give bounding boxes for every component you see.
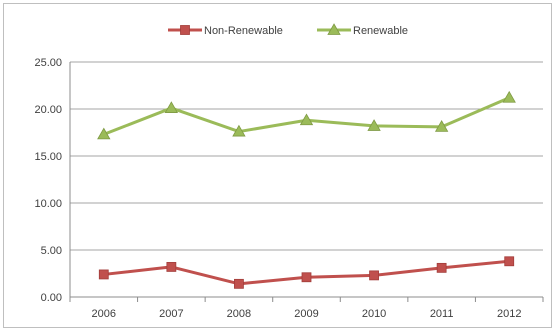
data-point-marker: [367, 119, 381, 131]
x-tick-label: 2011: [430, 308, 454, 320]
x-tick-label: 2007: [159, 308, 183, 320]
y-tick-label: 15.00: [34, 151, 62, 163]
data-point-marker: [504, 256, 515, 267]
axes: [69, 62, 544, 302]
data-point-marker: [232, 124, 246, 137]
y-tick-label: 5.00: [41, 245, 62, 257]
series-layer: [97, 90, 516, 289]
legend-item: Non-Renewable: [168, 25, 283, 37]
data-point-marker: [434, 120, 449, 132]
chart-frame: [3, 3, 552, 328]
data-point-marker: [180, 25, 190, 35]
series-non-renewable: [98, 256, 515, 289]
data-point-marker: [98, 269, 109, 280]
series-renewable: [97, 90, 516, 140]
y-tick-label: 10.00: [34, 198, 62, 210]
x-tick-label: 2009: [294, 308, 318, 320]
gridlines: [70, 61, 543, 251]
data-point-marker: [97, 127, 111, 140]
data-point-marker: [369, 270, 379, 281]
x-tick-label: 2012: [497, 308, 521, 320]
y-tick-label: 25.00: [34, 57, 62, 69]
x-axis-ticks: 2006 2007 2008 2009 2010 2011 2012: [92, 308, 522, 320]
data-point-marker: [164, 101, 179, 113]
x-tick-label: 2008: [227, 308, 251, 320]
data-point-marker: [166, 262, 177, 272]
legend-label: Non-Renewable: [204, 25, 283, 37]
data-point-marker: [299, 113, 314, 126]
x-tick-label: 2010: [362, 308, 386, 320]
data-point-marker: [234, 278, 244, 289]
data-point-marker: [301, 272, 312, 283]
data-point-marker: [436, 262, 447, 273]
legend-label: Renewable: [353, 25, 408, 37]
y-axis-ticks: 0.00 5.00 10.00 15.00 20.00 25.00: [34, 57, 62, 304]
legend: Non-Renewable Renewable: [168, 23, 408, 37]
data-point-marker: [502, 90, 516, 103]
y-tick-label: 20.00: [34, 104, 62, 116]
data-point-marker: [327, 23, 341, 35]
legend-item: Renewable: [317, 23, 408, 37]
x-tick-label: 2006: [92, 308, 116, 320]
y-tick-label: 0.00: [41, 292, 62, 304]
